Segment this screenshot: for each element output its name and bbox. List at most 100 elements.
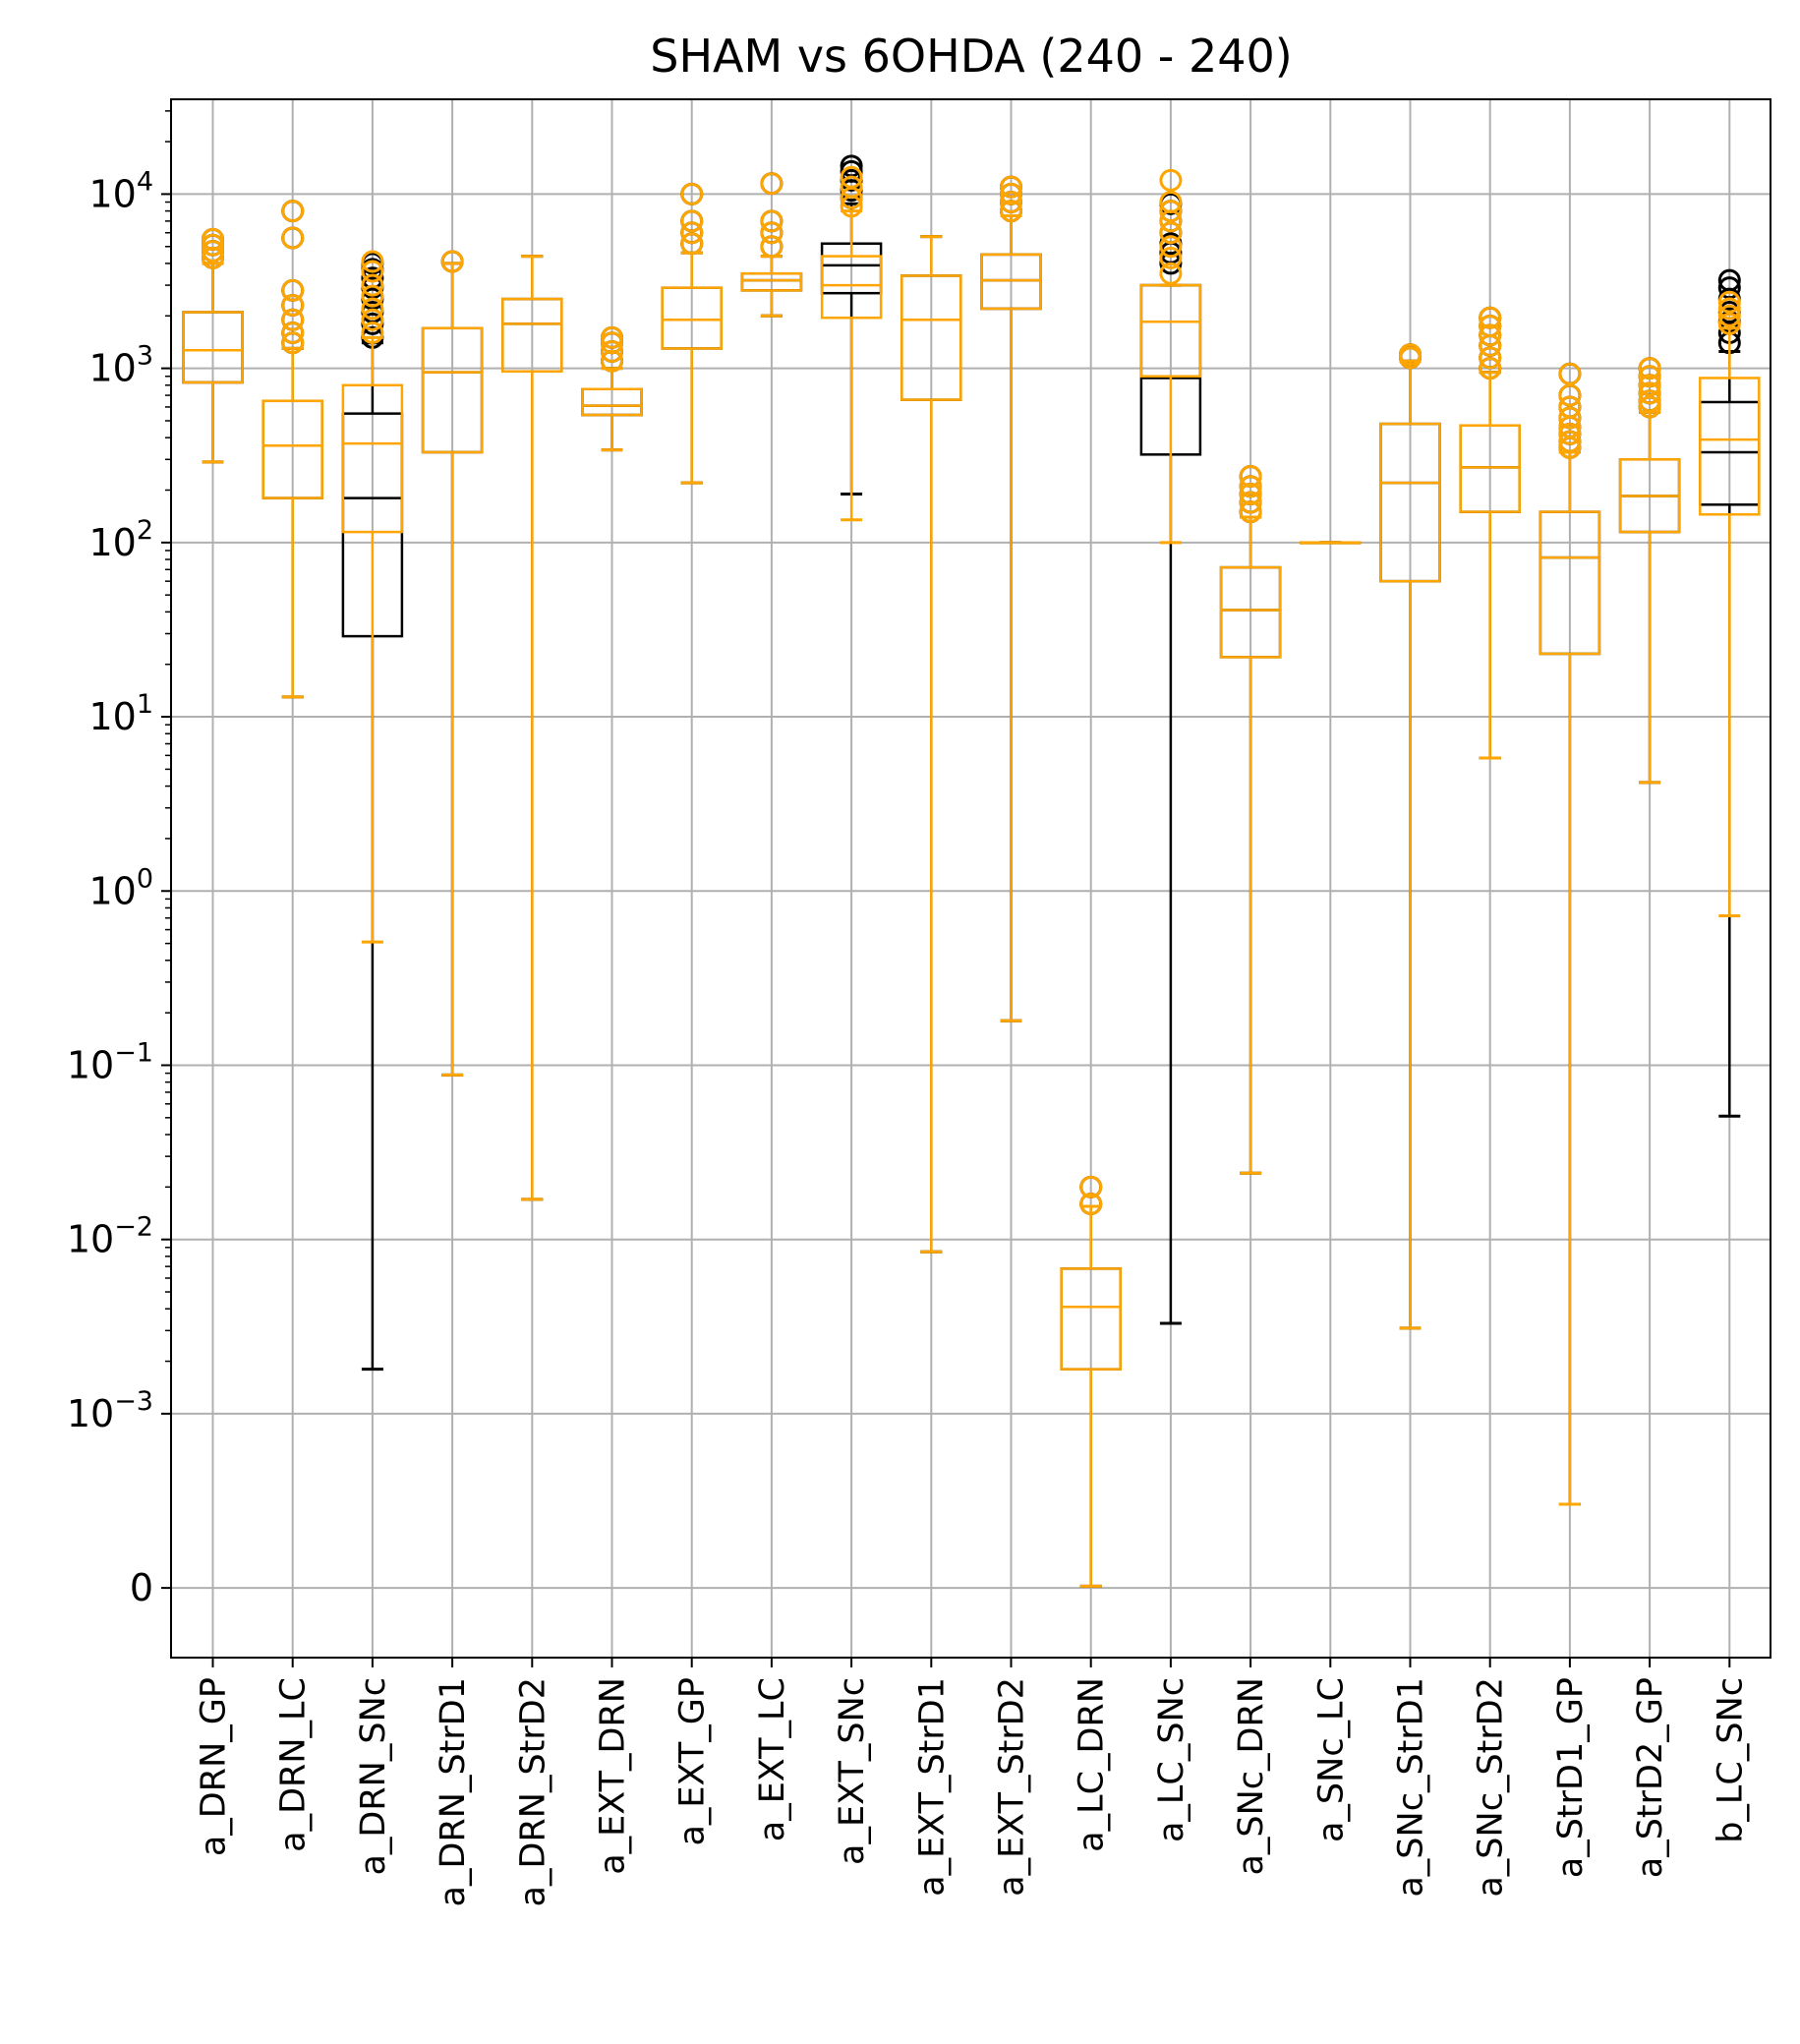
- outlier-point: [760, 235, 784, 259]
- x-tick-label: a_EXT_GP: [673, 1677, 713, 1846]
- outlier-point: [680, 232, 704, 256]
- iqr-box: [261, 399, 323, 499]
- x-tick-label: a_DRN_LC: [274, 1677, 314, 1852]
- outlier-point: [1000, 191, 1022, 214]
- plot-frame: [170, 98, 1771, 1659]
- x-tick-label: a_DRN_StrD2: [513, 1677, 552, 1906]
- outlier-point: [1717, 290, 1741, 314]
- iqr-box: [1459, 424, 1521, 513]
- outlier-point: [1159, 262, 1183, 285]
- outlier-point: [1159, 200, 1183, 223]
- iqr-box: [1060, 1267, 1122, 1371]
- outlier-point: [361, 284, 384, 308]
- y-tick-label: 0: [130, 1566, 153, 1609]
- outlier-point: [361, 321, 384, 344]
- outlier-point: [1638, 389, 1661, 413]
- x-tick-label: a_LC_SNc: [1152, 1677, 1191, 1842]
- outlier-point: [840, 175, 863, 199]
- box-group: [820, 165, 883, 522]
- outlier-point: [1558, 383, 1582, 407]
- outlier-point: [361, 273, 384, 297]
- outlier-point: [1399, 343, 1422, 367]
- box-group: [501, 255, 563, 1201]
- outlier-point: [202, 233, 224, 257]
- outlier-point: [760, 209, 784, 233]
- outlier-point: [361, 308, 384, 331]
- y-axis: 0 10−3 10−2 10−1 100 101 102 103 104: [67, 110, 171, 1609]
- outlier-point: [1479, 315, 1502, 338]
- iqr-box: [661, 286, 723, 350]
- box-group: [1139, 168, 1202, 545]
- box-group: [980, 175, 1042, 1022]
- outlier-point: [760, 221, 784, 245]
- box-group: [1539, 362, 1601, 1506]
- outlier-point: [1159, 246, 1183, 269]
- box-group: [182, 227, 244, 464]
- x-tick-label: a_StrD2_GP: [1631, 1677, 1670, 1878]
- x-tick-label: a_DRN_SNc: [354, 1677, 393, 1876]
- outlier-point: [202, 240, 224, 263]
- box-group: [1060, 1175, 1122, 1588]
- outlier-point: [281, 331, 305, 355]
- outlier-point: [361, 266, 384, 290]
- outlier-point: [1717, 297, 1741, 321]
- box-group: [740, 172, 803, 318]
- outlier-point: [1079, 1175, 1103, 1198]
- box-group: [1379, 343, 1441, 1330]
- x-axis: a_DRN_GP a_DRN_LC a_DRN_SNc a_DRN_StrD1 a_DR…: [195, 1658, 1750, 1906]
- outlier-point: [1239, 482, 1262, 505]
- outlier-point: [1239, 491, 1262, 514]
- outlier-point: [1717, 312, 1741, 335]
- box-group: [1699, 290, 1761, 918]
- outlier-point: [1159, 168, 1183, 192]
- y-tick-label: 104: [88, 166, 153, 215]
- outlier-point: [281, 308, 305, 331]
- chart-title: SHAM vs 6OHDA (240 - 240): [650, 29, 1292, 83]
- x-tick-label: a_SNc_StrD1: [1392, 1677, 1431, 1898]
- x-tick-label: a_SNc_LC: [1311, 1677, 1351, 1842]
- outlier-point: [281, 278, 305, 302]
- outlier-point: [1638, 374, 1661, 397]
- outlier-point: [1638, 381, 1661, 405]
- iqr-box: [900, 274, 962, 401]
- iqr-box: [421, 326, 484, 454]
- x-tick-label: a_StrD1_GP: [1551, 1677, 1591, 1878]
- outlier-point: [361, 260, 384, 283]
- outlier-point: [1000, 200, 1022, 223]
- outlier-point: [440, 250, 464, 273]
- y-tick-label: 100: [88, 863, 153, 912]
- box-group: [900, 235, 962, 1254]
- outlier-point: [1239, 500, 1262, 524]
- iqr-box: [740, 271, 803, 292]
- box-layer: [182, 154, 1761, 1588]
- outlier-point: [601, 325, 623, 349]
- outlier-point: [601, 339, 623, 363]
- y-tick-label: 10−1: [67, 1037, 153, 1086]
- box-group: [1459, 306, 1521, 760]
- outlier-point: [680, 209, 704, 233]
- iqr-box: [1139, 283, 1202, 378]
- outlier-point: [680, 182, 704, 205]
- outlier-point: [1079, 1193, 1103, 1216]
- outlier-point: [281, 200, 305, 223]
- x-tick-label: a_SNc_DRN: [1232, 1677, 1271, 1876]
- outlier-point: [1558, 362, 1582, 385]
- outlier-point: [1159, 221, 1183, 245]
- iqr-box: [182, 311, 244, 384]
- outlier-point: [840, 165, 863, 189]
- outlier-point: [1239, 475, 1262, 498]
- outlier-point: [1479, 346, 1502, 370]
- x-tick-label: a_EXT_StrD2: [993, 1677, 1032, 1897]
- outlier-point: [1479, 323, 1502, 347]
- outlier-point: [202, 227, 224, 251]
- outlier-point: [281, 226, 305, 250]
- outlier-point: [1000, 175, 1022, 199]
- y-tick-label: 101: [88, 689, 153, 738]
- x-tick-label: a_EXT_StrD1: [912, 1677, 952, 1897]
- outlier-point: [281, 294, 305, 318]
- iqr-box: [1219, 565, 1282, 659]
- box-group: [421, 250, 484, 1077]
- x-tick-label: a_EXT_SNc: [833, 1677, 872, 1865]
- y-tick-label: 102: [88, 515, 153, 564]
